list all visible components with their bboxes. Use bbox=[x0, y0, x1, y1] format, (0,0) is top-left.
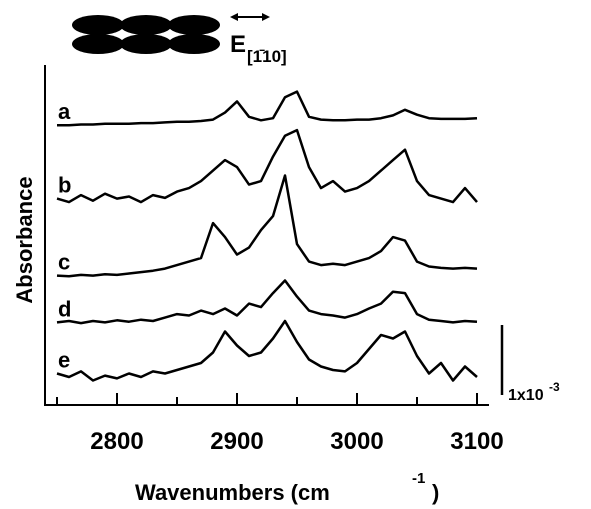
x-tick-label: 3000 bbox=[330, 428, 383, 455]
x-tick-label: 2900 bbox=[210, 428, 263, 455]
scale-bar-label: 1x10 bbox=[508, 387, 544, 404]
polarization-label: E bbox=[230, 31, 246, 58]
spectrum-line bbox=[56, 279, 478, 325]
y-axis-label: Absorbance bbox=[12, 176, 37, 303]
scale-bar-exponent: -3 bbox=[549, 380, 560, 394]
series-label: d bbox=[58, 296, 71, 321]
crystal-icon bbox=[72, 15, 220, 54]
series-label: a bbox=[58, 99, 71, 124]
series-label: e bbox=[58, 348, 70, 373]
x-axis-label-sup: -1 bbox=[412, 470, 425, 487]
polarization-subscript: [1̄10] bbox=[247, 47, 287, 66]
x-axis-label: Wavenumbers (cm bbox=[135, 480, 330, 505]
polarization-arrow bbox=[230, 13, 270, 21]
spectrum-line bbox=[57, 90, 478, 127]
x-tick-label: 3100 bbox=[450, 428, 503, 455]
series-label: c bbox=[58, 250, 70, 275]
series-label: b bbox=[58, 173, 71, 198]
x-axis-label-end: ) bbox=[432, 480, 439, 505]
spectrum-line bbox=[56, 174, 478, 278]
spectrum-line bbox=[56, 319, 478, 382]
spectrum-line bbox=[56, 128, 478, 204]
x-tick-label: 2800 bbox=[90, 428, 143, 455]
